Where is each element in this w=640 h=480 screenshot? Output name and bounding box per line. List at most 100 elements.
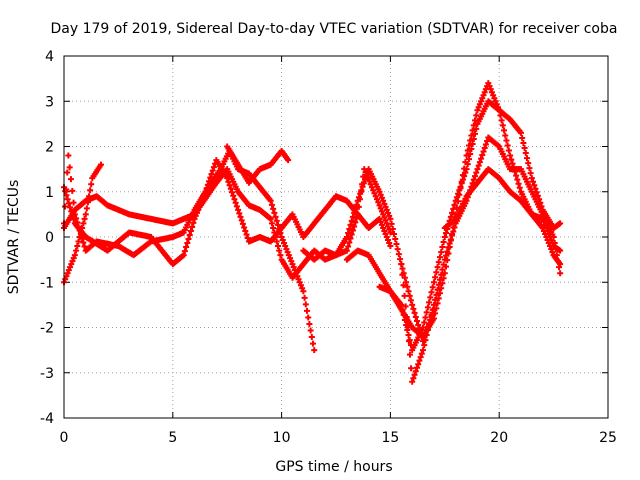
y-axis-label: SDTVAR / TECUs xyxy=(6,180,22,295)
data-point xyxy=(378,194,385,201)
data-point xyxy=(67,204,74,211)
data-point xyxy=(303,307,310,314)
data-point xyxy=(543,224,550,231)
data-point xyxy=(404,283,411,290)
data-point xyxy=(480,148,487,155)
data-point xyxy=(468,146,475,153)
series-track-4 xyxy=(61,166,394,281)
data-point xyxy=(206,178,213,185)
x-tick-label: 10 xyxy=(273,430,291,446)
data-point xyxy=(381,200,388,207)
data-point xyxy=(450,205,457,212)
data-point xyxy=(475,162,482,169)
data-point xyxy=(467,151,474,158)
data-point xyxy=(349,213,356,220)
data-point xyxy=(416,357,423,364)
data-point xyxy=(352,205,359,212)
data-point xyxy=(183,244,190,251)
x-axis-label: GPS time / hours xyxy=(275,459,392,475)
data-point xyxy=(387,243,394,250)
data-point xyxy=(305,314,312,321)
data-point xyxy=(284,249,291,256)
data-point xyxy=(400,282,407,289)
data-point xyxy=(377,191,384,198)
data-point xyxy=(534,192,541,199)
data-point xyxy=(501,127,508,134)
data-point xyxy=(519,134,526,141)
data-point xyxy=(273,217,280,224)
data-point xyxy=(277,252,284,259)
data-point xyxy=(478,98,485,105)
data-point xyxy=(65,267,72,274)
data-point xyxy=(499,122,506,129)
data-point xyxy=(207,174,214,181)
data-point xyxy=(307,327,314,334)
data-point xyxy=(397,256,404,263)
data-point xyxy=(470,122,477,129)
data-point xyxy=(473,125,480,132)
data-point xyxy=(401,292,408,299)
data-point xyxy=(87,187,94,194)
y-tick-label: 3 xyxy=(45,94,54,110)
data-point xyxy=(443,252,450,259)
y-tick-label: -1 xyxy=(40,275,54,291)
data-point xyxy=(270,224,277,231)
data-point xyxy=(65,200,72,207)
data-point xyxy=(243,231,250,238)
y-tick-label: 4 xyxy=(45,49,54,65)
data-point xyxy=(186,231,193,238)
data-point xyxy=(282,243,289,250)
data-point xyxy=(279,237,286,244)
data-point xyxy=(479,152,486,159)
data-point xyxy=(381,227,388,234)
data-point xyxy=(88,181,95,188)
data-point xyxy=(283,246,290,253)
data-point xyxy=(433,269,440,276)
data-point xyxy=(384,209,391,216)
data-point xyxy=(281,240,288,247)
data-point xyxy=(517,129,524,136)
y-tick-label: 1 xyxy=(45,185,54,201)
data-point xyxy=(382,203,389,210)
data-point xyxy=(387,229,394,236)
data-point xyxy=(427,294,434,301)
data-point xyxy=(544,227,551,234)
data-point xyxy=(412,313,419,320)
data-point xyxy=(227,185,234,192)
data-point xyxy=(289,261,296,268)
y-tick-label: 0 xyxy=(45,230,54,246)
data-point xyxy=(405,332,412,339)
data-point xyxy=(446,240,453,247)
data-point xyxy=(69,187,76,194)
y-tick-label: -2 xyxy=(40,321,54,337)
data-point xyxy=(432,296,439,303)
data-point xyxy=(71,252,78,259)
data-point xyxy=(435,259,442,266)
data-point xyxy=(476,159,483,166)
data-point xyxy=(386,240,393,247)
data-point xyxy=(285,157,292,164)
data-point xyxy=(441,256,448,263)
data-point xyxy=(354,211,361,218)
data-point xyxy=(553,252,560,259)
data-point xyxy=(299,285,306,292)
data-point xyxy=(465,156,472,163)
data-point xyxy=(451,201,458,208)
data-point xyxy=(411,309,418,316)
data-point xyxy=(472,130,479,137)
data-point xyxy=(392,236,399,243)
data-point xyxy=(285,252,292,259)
data-point xyxy=(445,244,452,251)
data-point xyxy=(373,196,380,203)
data-point xyxy=(516,184,523,191)
data-point xyxy=(482,141,489,148)
data-point xyxy=(384,237,391,244)
x-tick-label: 5 xyxy=(168,430,177,446)
data-point xyxy=(394,246,401,253)
data-point xyxy=(400,311,407,318)
data-point xyxy=(367,181,374,188)
data-point xyxy=(421,319,428,326)
data-point xyxy=(403,313,410,320)
data-point xyxy=(363,173,370,180)
data-point xyxy=(422,337,429,344)
